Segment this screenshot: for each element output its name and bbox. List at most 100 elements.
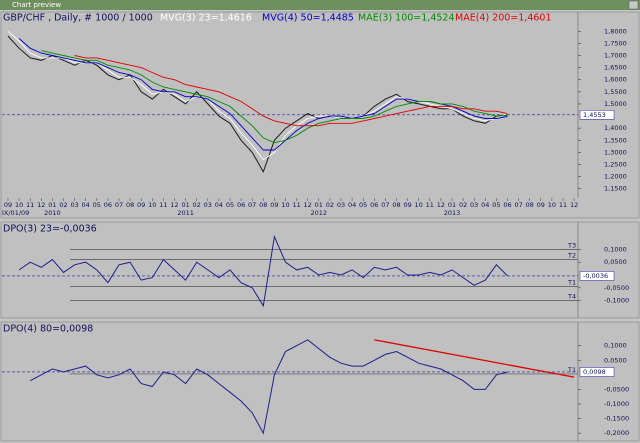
close-button[interactable] bbox=[628, 0, 639, 10]
y-tick-label: 1,5000 bbox=[604, 100, 627, 108]
x-tick-label: 09 bbox=[137, 201, 145, 209]
x-tick-label: 08 bbox=[392, 201, 400, 209]
x-tick-label: 01 bbox=[48, 201, 56, 209]
y-tick-label: 1,5500 bbox=[604, 88, 627, 96]
y-tick-label: 1,6500 bbox=[604, 64, 627, 72]
y-tick-label: 1,2500 bbox=[604, 161, 627, 169]
x-tick-label: 12 bbox=[170, 201, 178, 209]
x-tick-label: 07 bbox=[514, 201, 522, 209]
y-tick-label: 0,1000 bbox=[604, 245, 627, 253]
x-tick-label: 12 bbox=[437, 201, 445, 209]
x-tick-label: 10 bbox=[15, 201, 23, 209]
x-tick-label: 07 bbox=[115, 201, 123, 209]
x-tick-label: 11 bbox=[292, 201, 300, 209]
year-label: 2013 bbox=[444, 209, 461, 217]
x-tick-label: 11 bbox=[426, 201, 434, 209]
y-tick-label: 1,1500 bbox=[604, 185, 627, 193]
legend-entry: MVG(4) 50=1,4485 bbox=[262, 13, 354, 24]
y-tick-label: 0,0500 bbox=[604, 258, 627, 266]
panel-title: DPO(4) 80=0,0098 bbox=[3, 324, 93, 335]
x-tick-label: 05 bbox=[226, 201, 234, 209]
x-tick-label: 02 bbox=[459, 201, 467, 209]
x-tick-label: 03 bbox=[470, 201, 478, 209]
y-tick-label: 1,7500 bbox=[604, 39, 627, 47]
legend-entry: MAE(3) 100=1,4524 bbox=[358, 13, 455, 24]
series-line bbox=[74, 55, 508, 127]
x-tick-label: 08 bbox=[259, 201, 267, 209]
level-label: T3 bbox=[567, 241, 576, 249]
x-tick-label: 02 bbox=[326, 201, 334, 209]
x-tick-label: 12 bbox=[570, 201, 578, 209]
x-tick-label: 09 bbox=[270, 201, 278, 209]
y-tick-label: 1,6000 bbox=[604, 76, 627, 84]
x-tick-label: 08 bbox=[126, 201, 134, 209]
x-tick-label: 10 bbox=[148, 201, 156, 209]
x-tick-label: 06 bbox=[237, 201, 245, 209]
panel bbox=[0, 221, 640, 319]
y-tick-label: 1,3500 bbox=[604, 136, 627, 144]
x-tick-label: 06 bbox=[370, 201, 378, 209]
year-label: 2010 bbox=[44, 209, 61, 217]
x-tick-label: 05 bbox=[492, 201, 500, 209]
x-tick-label: 08 bbox=[526, 201, 534, 209]
x-tick-label: 10 bbox=[548, 201, 556, 209]
x-tick-label: 01 bbox=[315, 201, 323, 209]
current-label: 0,0098 bbox=[583, 368, 606, 376]
current-box bbox=[579, 271, 615, 281]
x-tick-label: 06 bbox=[104, 201, 112, 209]
x-tick-label: 11 bbox=[159, 201, 167, 209]
x-tick-label: 09 bbox=[403, 201, 411, 209]
y-tick-label: 0,0500 bbox=[604, 356, 627, 364]
x-tick-label: 06 bbox=[503, 201, 511, 209]
x-tick-label: 01 bbox=[448, 201, 456, 209]
x-tick-label: 09 bbox=[537, 201, 545, 209]
x-tick-label: 12 bbox=[37, 201, 45, 209]
level-label: T1 bbox=[567, 366, 576, 374]
x-tick-label: 01 bbox=[181, 201, 189, 209]
x-tick-label: 02 bbox=[193, 201, 201, 209]
x-tick-label: 12 bbox=[304, 201, 312, 209]
title-bar bbox=[0, 0, 640, 10]
x-tick-label: 03 bbox=[70, 201, 78, 209]
y-tick-label: 1,8000 bbox=[604, 27, 627, 35]
y-tick-label: 1,7000 bbox=[604, 51, 627, 59]
y-tick-label: -0,1000 bbox=[604, 297, 629, 305]
x-tick-label: 11 bbox=[26, 201, 34, 209]
current-box bbox=[579, 367, 615, 377]
x-tick-label: 10 bbox=[281, 201, 289, 209]
chart-title: GBP/CHF , Daily, # 1000 / 1000 bbox=[3, 13, 153, 24]
y-tick-label: -0,0500 bbox=[604, 284, 629, 292]
x-tick-label: 07 bbox=[381, 201, 389, 209]
x-tick-label: 09 bbox=[4, 201, 12, 209]
x-tick-label: 02 bbox=[59, 201, 67, 209]
level-label: T4 bbox=[567, 293, 576, 301]
panel-title: DPO(3) 23=-0,0036 bbox=[3, 224, 97, 235]
y-tick-label: -0,0500 bbox=[604, 385, 629, 393]
start-label: IX/01/09 bbox=[2, 209, 29, 217]
x-tick-label: 04 bbox=[481, 201, 489, 209]
y-tick-label: 1,2000 bbox=[604, 173, 627, 181]
current-label: 1,4553 bbox=[583, 111, 606, 119]
series-line bbox=[18, 234, 508, 308]
x-tick-label: 03 bbox=[204, 201, 212, 209]
series-line bbox=[29, 339, 508, 435]
y-tick-label: -0,2000 bbox=[604, 429, 629, 437]
legend-entry: MAE(4) 200=1,4601 bbox=[455, 13, 552, 24]
panel bbox=[0, 321, 640, 442]
year-label: 2011 bbox=[177, 209, 194, 217]
y-tick-label: 1,4000 bbox=[604, 124, 627, 132]
current-label: -0,0036 bbox=[583, 272, 608, 280]
trend-line bbox=[374, 339, 575, 378]
x-tick-label: 04 bbox=[215, 201, 223, 209]
y-tick-label: -0,1000 bbox=[604, 400, 629, 408]
x-tick-label: 05 bbox=[93, 201, 101, 209]
x-tick-label: 04 bbox=[348, 201, 356, 209]
x-tick-label: 11 bbox=[559, 201, 567, 209]
x-tick-label: 10 bbox=[415, 201, 423, 209]
y-tick-label: 1,3000 bbox=[604, 148, 627, 156]
y-tick-label: -0,1500 bbox=[604, 415, 629, 423]
level-label: T1 bbox=[567, 279, 576, 287]
level-label: T2 bbox=[567, 252, 576, 260]
series-line bbox=[41, 50, 508, 144]
